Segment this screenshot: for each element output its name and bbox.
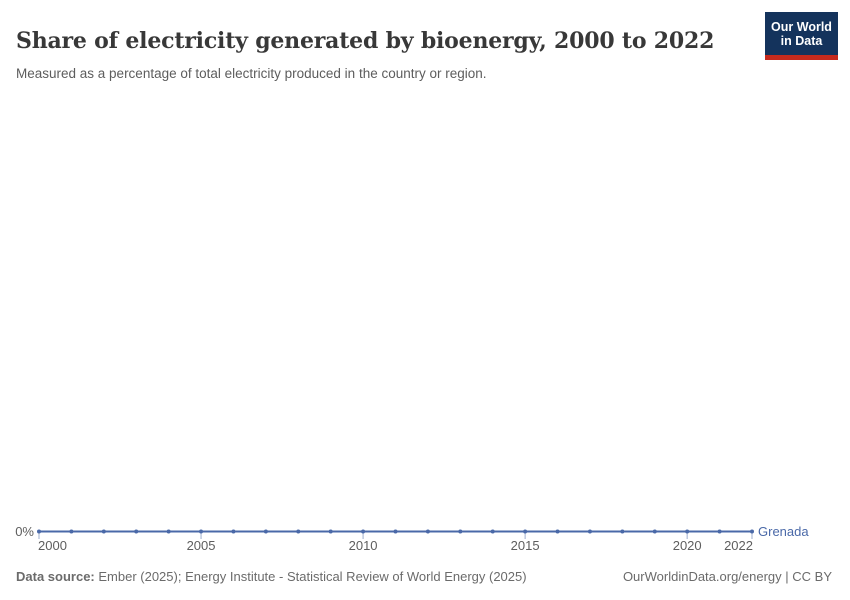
x-axis-tick-label: 2000 [38,538,67,553]
series-label-grenada[interactable]: Grenada [758,524,809,539]
x-axis-tick-label: 2015 [510,538,540,553]
data-point[interactable] [296,529,301,534]
owid-logo-line1: Our World [771,19,832,34]
data-point[interactable] [199,529,204,534]
data-point[interactable] [231,529,236,534]
data-point[interactable] [587,529,592,534]
data-point[interactable] [490,529,495,534]
data-point[interactable] [458,529,463,534]
x-axis-tick-label: 2020 [672,538,702,553]
x-axis-tick-label: 2010 [348,538,378,553]
data-point[interactable] [393,529,398,534]
data-source-note[interactable]: Data source: Ember (2025); Energy Instit… [16,569,527,584]
data-point[interactable] [361,529,366,534]
x-axis-tick-label: 2022 [724,538,753,553]
data-point[interactable] [685,529,690,534]
data-source-text: Ember (2025); Energy Institute - Statist… [94,569,527,584]
data-point[interactable] [652,529,657,534]
chart-subtitle: Measured as a percentage of total electr… [16,65,487,81]
data-point[interactable] [717,529,722,534]
data-point[interactable] [263,529,268,534]
data-point[interactable] [69,529,74,534]
chart-title: Share of electricity generated by bioene… [16,27,715,54]
data-point[interactable] [134,529,139,534]
data-point[interactable] [620,529,625,534]
owid-logo: Our World in Data [765,12,838,60]
data-point[interactable] [328,529,333,534]
data-point[interactable] [750,529,754,534]
data-point[interactable] [101,529,106,534]
data-point[interactable] [166,529,171,534]
data-point[interactable] [37,529,41,534]
data-point[interactable] [425,529,430,534]
data-point[interactable] [523,529,528,534]
y-axis-tick-label: 0% [15,524,34,539]
license-link[interactable]: OurWorldinData.org/energy | CC BY [622,569,832,584]
data-point[interactable] [555,529,560,534]
x-axis-tick-label: 2005 [186,538,216,553]
data-source-label: Data source: [16,569,95,584]
owid-logo-line2: in Data [780,33,823,48]
